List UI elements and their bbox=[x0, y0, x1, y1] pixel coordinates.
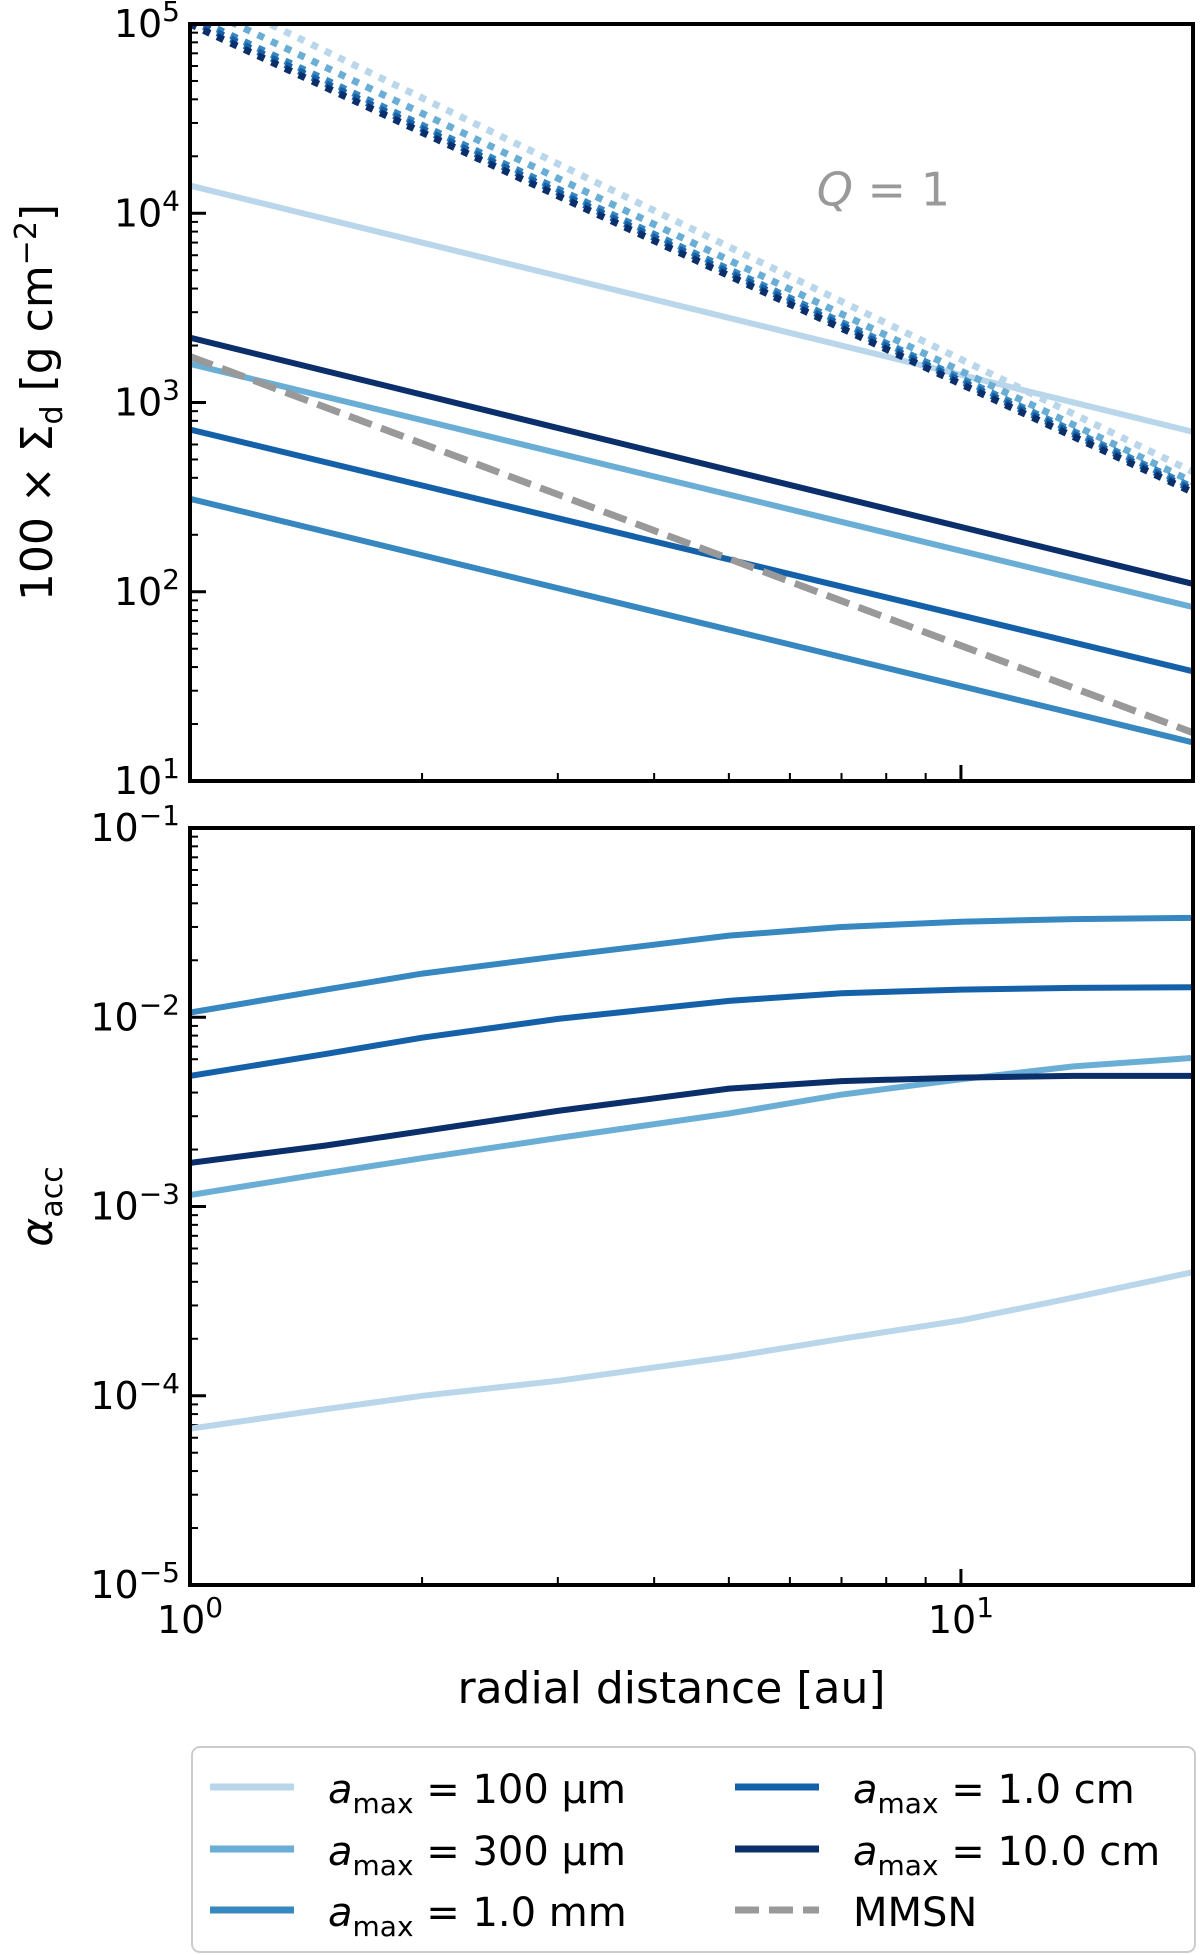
legend-label-mmsn: MMSN bbox=[853, 1890, 977, 1936]
y-tick-label: 10−5 bbox=[90, 1556, 180, 1607]
series-line-a10cm bbox=[190, 1072, 1193, 1166]
annotation-q: Q = 1 bbox=[817, 162, 950, 216]
plot-frame bbox=[188, 22, 1195, 783]
x-tick-label: 101 bbox=[928, 1591, 994, 1642]
y-tick-label: 10−2 bbox=[90, 988, 180, 1039]
legend-label-a10cm: amax = 10.0 cm bbox=[853, 1829, 1160, 1882]
series-line-q1mm bbox=[198, 24, 1193, 491]
series-line-a10cm bbox=[190, 334, 1193, 587]
legend-label-a100um: amax = 100 μm bbox=[328, 1767, 626, 1820]
series-line-q300um bbox=[227, 24, 1193, 486]
y-tick-label: 10−3 bbox=[90, 1178, 180, 1229]
bottom-panel: 10−5 10−4 10−3 10−2 10−1 100 101 αacc radial dis… bbox=[12, 799, 1195, 1714]
y-tick-label: 101 bbox=[114, 752, 180, 803]
legend-label-a1mm: amax = 1.0 mm bbox=[328, 1890, 627, 1943]
y-tick-label: 105 bbox=[114, 0, 180, 46]
y-tick-label: 103 bbox=[114, 374, 180, 425]
series-group bbox=[190, 914, 1193, 1432]
series-line-a1mm bbox=[190, 914, 1193, 1016]
y-tick-label: 104 bbox=[114, 184, 180, 235]
y-axis-label: αacc bbox=[12, 1166, 70, 1246]
series-line-a300um bbox=[190, 1054, 1193, 1198]
series-line-a1cm bbox=[190, 984, 1193, 1079]
x-axis-label: radial distance [au] bbox=[458, 1663, 886, 1714]
legend-label-a300um: amax = 300 μm bbox=[328, 1829, 626, 1882]
series-line-q100um bbox=[261, 24, 1193, 476]
series-line-q10cm bbox=[190, 24, 1193, 496]
series-line-a300um bbox=[190, 360, 1193, 611]
x-tick-label: 100 bbox=[157, 1591, 223, 1642]
series-line-a100um bbox=[190, 182, 1193, 435]
legend: amax = 100 μm amax = 300 μm amax = 1.0 mm a… bbox=[191, 1746, 1196, 1953]
top-panel: 101 102 103 104 105 Q = 1 100 × Σd [g cm−2] bbox=[9, 0, 1195, 803]
legend-label-a1cm: amax = 1.0 cm bbox=[853, 1767, 1135, 1820]
series-group bbox=[190, 24, 1193, 746]
y-axis-label: 100 × Σd [g cm−2] bbox=[9, 204, 70, 601]
y-tick-label: 102 bbox=[114, 563, 180, 614]
plot-frame bbox=[188, 826, 1195, 1587]
series-line-mmsn bbox=[190, 353, 1193, 736]
series-line-a1mm bbox=[190, 495, 1193, 746]
series-line-a1cm bbox=[190, 426, 1193, 675]
y-tick-label: 10−4 bbox=[90, 1367, 180, 1418]
series-line-a100um bbox=[190, 1269, 1193, 1432]
legend-box bbox=[191, 1746, 1196, 1953]
y-tick-label: 10−1 bbox=[90, 799, 180, 850]
